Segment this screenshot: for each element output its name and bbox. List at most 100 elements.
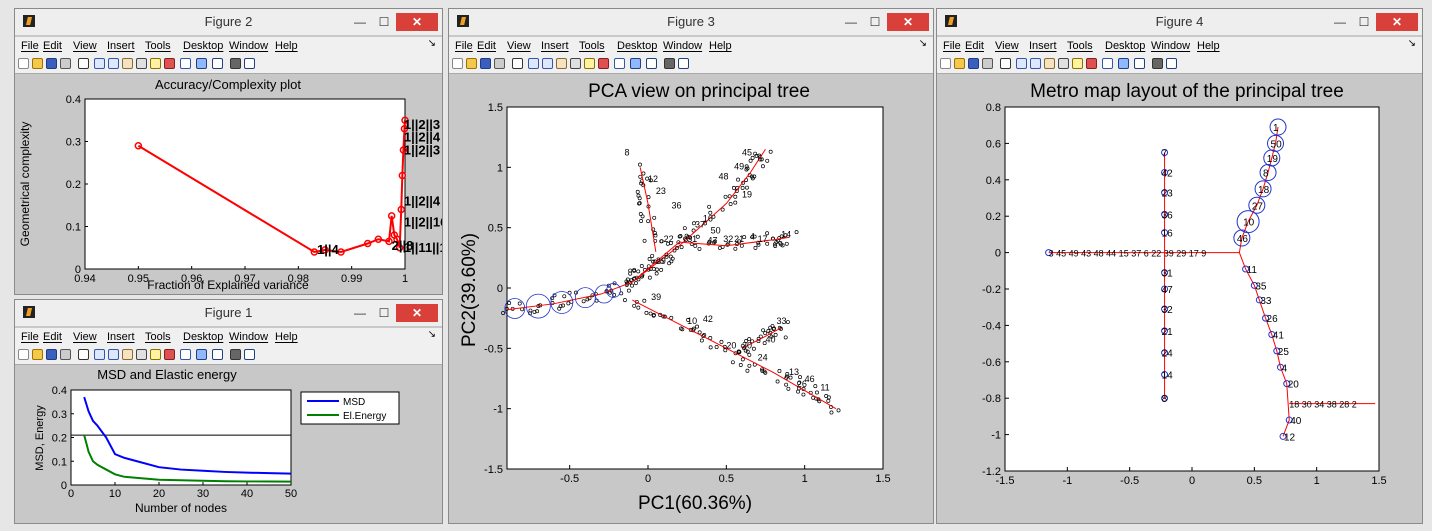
brush-icon[interactable] (164, 349, 175, 360)
menu-insert[interactable]: Insert (541, 40, 569, 52)
data-cursor-icon[interactable] (150, 58, 161, 69)
menu-view[interactable]: View (507, 40, 531, 52)
maximize-button[interactable]: ☐ (378, 15, 390, 29)
pan-icon[interactable] (122, 58, 133, 69)
menu-view[interactable]: View (995, 40, 1019, 52)
plot-tools-show-icon[interactable] (244, 58, 255, 69)
minimize-button[interactable]: — (845, 15, 857, 29)
print-icon[interactable] (982, 58, 993, 69)
menu-insert[interactable]: Insert (107, 40, 135, 52)
pointer-icon[interactable] (78, 349, 89, 360)
plot-tools-hide-icon[interactable] (230, 349, 241, 360)
menu-tools[interactable]: Tools (145, 331, 171, 343)
menu-edit[interactable]: Edit (477, 40, 496, 52)
dock-arrow-icon[interactable]: ↘ (427, 38, 436, 49)
print-icon[interactable] (60, 349, 71, 360)
plot-tools-hide-icon[interactable] (664, 58, 675, 69)
rotate-icon[interactable] (1058, 58, 1069, 69)
zoom-out-icon[interactable] (1030, 58, 1041, 69)
minimize-button[interactable]: — (354, 15, 366, 29)
new-figure-icon[interactable] (18, 58, 29, 69)
pointer-icon[interactable] (78, 58, 89, 69)
maximize-button[interactable]: ☐ (378, 306, 390, 320)
colorbar-icon[interactable] (630, 58, 641, 69)
new-figure-icon[interactable] (940, 58, 951, 69)
menu-edit[interactable]: Edit (43, 331, 62, 343)
menu-desktop[interactable]: Desktop (617, 40, 658, 52)
pointer-icon[interactable] (512, 58, 523, 69)
menu-desktop[interactable]: Desktop (1105, 40, 1146, 52)
menu-window[interactable]: Window (229, 331, 269, 343)
zoom-in-icon[interactable] (94, 58, 105, 69)
menu-view[interactable]: View (73, 40, 97, 52)
link-icon[interactable] (180, 58, 191, 69)
menu-help[interactable]: Help (1197, 40, 1220, 52)
menu-desktop[interactable]: Desktop (183, 331, 224, 343)
open-icon[interactable] (954, 58, 965, 69)
dock-arrow-icon[interactable]: ↘ (918, 38, 927, 49)
zoom-out-icon[interactable] (108, 58, 119, 69)
open-icon[interactable] (466, 58, 477, 69)
minimize-button[interactable]: — (354, 306, 366, 320)
figure2-titlebar[interactable]: Figure 2 — ☐ ✕ (15, 9, 442, 35)
plot-tools-hide-icon[interactable] (1152, 58, 1163, 69)
data-cursor-icon[interactable] (150, 349, 161, 360)
close-button[interactable]: ✕ (887, 13, 929, 31)
rotate-icon[interactable] (570, 58, 581, 69)
legend-icon[interactable] (212, 349, 223, 360)
menu-insert[interactable]: Insert (107, 331, 135, 343)
menu-tools[interactable]: Tools (579, 40, 605, 52)
new-figure-icon[interactable] (452, 58, 463, 69)
colorbar-icon[interactable] (1118, 58, 1129, 69)
close-button[interactable]: ✕ (396, 304, 438, 322)
figure3-titlebar[interactable]: Figure 3 — ☐ ✕ (449, 9, 933, 35)
data-cursor-icon[interactable] (1072, 58, 1083, 69)
pan-icon[interactable] (122, 349, 133, 360)
maximize-button[interactable]: ☐ (1358, 15, 1370, 29)
menu-desktop[interactable]: Desktop (183, 40, 224, 52)
menu-file[interactable]: File (455, 40, 473, 52)
rotate-icon[interactable] (136, 58, 147, 69)
menu-window[interactable]: Window (1151, 40, 1191, 52)
plot-tools-show-icon[interactable] (678, 58, 689, 69)
dock-arrow-icon[interactable]: ↘ (427, 329, 436, 340)
open-icon[interactable] (32, 58, 43, 69)
dock-arrow-icon[interactable]: ↘ (1407, 38, 1416, 49)
save-icon[interactable] (46, 58, 57, 69)
figure1-titlebar[interactable]: Figure 1 — ☐ ✕ (15, 300, 442, 326)
data-cursor-icon[interactable] (584, 58, 595, 69)
save-icon[interactable] (968, 58, 979, 69)
zoom-out-icon[interactable] (108, 349, 119, 360)
menu-edit[interactable]: Edit (965, 40, 984, 52)
print-icon[interactable] (60, 58, 71, 69)
link-icon[interactable] (1102, 58, 1113, 69)
zoom-out-icon[interactable] (542, 58, 553, 69)
menu-file[interactable]: File (21, 331, 39, 343)
pan-icon[interactable] (1044, 58, 1055, 69)
brush-icon[interactable] (164, 58, 175, 69)
menu-window[interactable]: Window (663, 40, 703, 52)
zoom-in-icon[interactable] (94, 349, 105, 360)
brush-icon[interactable] (598, 58, 609, 69)
save-icon[interactable] (46, 349, 57, 360)
menu-insert[interactable]: Insert (1029, 40, 1057, 52)
menu-tools[interactable]: Tools (145, 40, 171, 52)
pan-icon[interactable] (556, 58, 567, 69)
menu-help[interactable]: Help (275, 331, 298, 343)
link-icon[interactable] (614, 58, 625, 69)
menu-file[interactable]: File (943, 40, 961, 52)
menu-edit[interactable]: Edit (43, 40, 62, 52)
menu-help[interactable]: Help (709, 40, 732, 52)
legend-icon[interactable] (212, 58, 223, 69)
menu-view[interactable]: View (73, 331, 97, 343)
new-figure-icon[interactable] (18, 349, 29, 360)
minimize-button[interactable]: — (1334, 15, 1346, 29)
plot-tools-show-icon[interactable] (244, 349, 255, 360)
legend-icon[interactable] (1134, 58, 1145, 69)
close-button[interactable]: ✕ (1376, 13, 1418, 31)
plot-tools-hide-icon[interactable] (230, 58, 241, 69)
zoom-in-icon[interactable] (1016, 58, 1027, 69)
menu-help[interactable]: Help (275, 40, 298, 52)
link-icon[interactable] (180, 349, 191, 360)
print-icon[interactable] (494, 58, 505, 69)
